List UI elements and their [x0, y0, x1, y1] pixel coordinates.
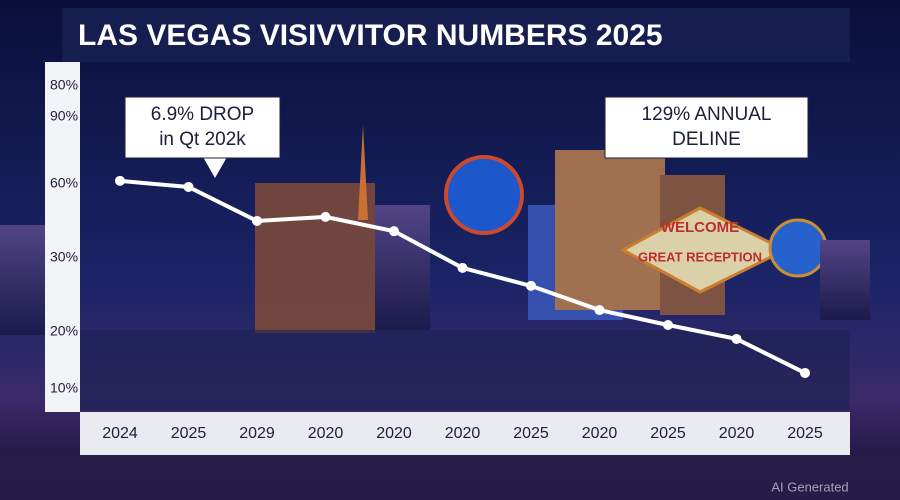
y-axis-label: 10%	[50, 380, 78, 396]
y-axis-label: 60%	[50, 175, 78, 191]
annotation-box	[604, 96, 809, 159]
annotation-text: 129% ANNUAL	[642, 104, 772, 125]
y-axis-label: 80%	[50, 77, 78, 93]
y-axis-label: 30%	[50, 249, 78, 265]
x-tick-label: 2025	[513, 425, 549, 442]
x-tick-label: 2025	[650, 425, 686, 442]
annotation-pointer	[203, 157, 227, 178]
y-axis-label: 90%	[50, 108, 78, 124]
y-axis-panel	[45, 62, 80, 412]
annotation-text: DELINE	[672, 129, 741, 150]
point	[389, 226, 399, 237]
point	[663, 320, 673, 330]
x-tick-label: 2029	[239, 425, 275, 442]
point	[594, 305, 605, 316]
point	[320, 211, 331, 222]
svg-text:WELCOME: WELCOME	[661, 219, 739, 236]
point	[800, 367, 810, 378]
point	[526, 280, 536, 291]
watermark: AI Generated	[771, 479, 848, 494]
annotation-box	[124, 96, 281, 159]
y-axis-label: 20%	[50, 323, 78, 339]
x-tick-label: 2025	[787, 425, 823, 442]
annotation-text: in Qt 202k	[159, 129, 246, 150]
skyline: WELCOME GREAT RECEPTION	[0, 125, 900, 500]
point	[252, 215, 262, 226]
x-tick-label: 2020	[582, 425, 618, 442]
x-tick-label: 2020	[308, 425, 344, 442]
x-axis-panel	[80, 412, 850, 455]
x-tick-label: 2024	[102, 425, 138, 442]
chart-title: LAS VEGAS VISIVVITOR NUMBERS 2025	[78, 19, 663, 52]
title-banner	[62, 8, 850, 62]
point	[115, 175, 125, 186]
annotation-text: 6.9% DROP	[151, 104, 254, 125]
x-tick-label: 2025	[171, 425, 207, 442]
x-tick-label: 2020	[445, 425, 481, 442]
point	[183, 181, 194, 192]
x-tick-label: 2020	[376, 425, 412, 442]
point	[457, 262, 468, 273]
x-tick-label: 2020	[719, 425, 755, 442]
point	[731, 333, 742, 344]
svg-text:GREAT RECEPTION: GREAT RECEPTION	[638, 249, 762, 264]
